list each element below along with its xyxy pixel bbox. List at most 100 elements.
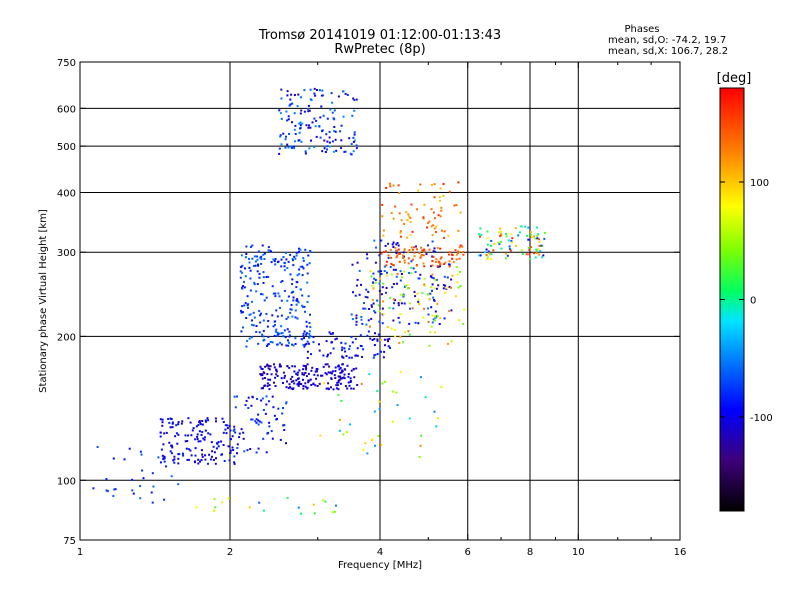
data-point (325, 373, 328, 376)
data-point (248, 261, 251, 264)
data-point (536, 234, 539, 237)
data-point (430, 286, 433, 289)
data-point (294, 316, 297, 319)
data-point (329, 371, 332, 374)
data-point (446, 276, 449, 279)
data-point (382, 234, 385, 237)
data-point (191, 429, 194, 432)
data-point (359, 344, 362, 347)
data-point (456, 250, 459, 253)
data-point (200, 433, 203, 436)
data-point (297, 301, 300, 304)
data-point (254, 264, 257, 267)
data-point (285, 386, 288, 389)
data-point (348, 356, 351, 359)
data-point (273, 381, 275, 384)
data-point (400, 219, 403, 222)
data-point (259, 321, 262, 324)
data-point (273, 334, 276, 337)
data-point (301, 274, 304, 277)
data-point (292, 290, 295, 293)
data-point (343, 150, 346, 153)
data-point (293, 365, 296, 368)
data-point (435, 225, 438, 228)
data-point (316, 89, 318, 91)
data-point (163, 432, 166, 435)
data-point (257, 342, 260, 345)
data-point (432, 224, 435, 227)
data-point (229, 449, 232, 452)
data-point (242, 431, 245, 434)
data-point (329, 352, 332, 355)
data-point (334, 370, 337, 373)
data-point (280, 281, 283, 284)
data-point (363, 302, 365, 305)
data-point (264, 365, 267, 368)
data-point (195, 506, 198, 509)
data-point (433, 410, 436, 413)
data-point (457, 286, 460, 289)
data-point (543, 231, 546, 234)
data-point (309, 326, 312, 329)
data-point (284, 252, 287, 254)
data-point (351, 341, 354, 344)
data-point (161, 424, 164, 427)
data-point (243, 304, 246, 307)
data-point (245, 245, 248, 248)
data-point (378, 310, 381, 313)
data-point (170, 418, 173, 421)
data-point (270, 373, 273, 376)
data-point (445, 286, 448, 289)
data-point (306, 301, 309, 303)
data-point (297, 384, 300, 387)
data-point (388, 337, 391, 340)
data-point (480, 233, 483, 236)
data-point (240, 254, 243, 257)
data-point (256, 397, 259, 400)
data-point (499, 227, 502, 230)
data-point (338, 418, 341, 421)
data-point (267, 367, 270, 370)
data-point (430, 225, 433, 228)
data-point (212, 459, 215, 461)
data-point (215, 447, 218, 450)
data-point (378, 320, 381, 323)
data-point (248, 257, 250, 260)
data-point (409, 234, 412, 236)
data-point (285, 317, 288, 320)
data-point (255, 330, 258, 333)
data-point (294, 309, 297, 312)
data-point (246, 295, 249, 298)
data-point (443, 236, 445, 239)
data-point (385, 187, 388, 189)
data-point (385, 250, 387, 253)
data-point (262, 282, 265, 284)
data-point (210, 458, 212, 461)
data-point (171, 421, 174, 424)
data-point (278, 147, 281, 150)
data-point (263, 338, 266, 341)
data-point (285, 402, 288, 405)
data-point (321, 89, 324, 92)
data-point (373, 277, 376, 280)
data-point (486, 230, 489, 233)
data-point (390, 327, 393, 330)
data-point (292, 387, 295, 390)
data-point (300, 338, 303, 341)
data-point (234, 431, 237, 434)
data-point (160, 448, 163, 451)
data-point (285, 135, 287, 138)
data-point (285, 110, 288, 113)
data-point (270, 261, 273, 264)
data-point (343, 347, 346, 350)
data-point (432, 256, 435, 258)
data-point (313, 373, 316, 376)
data-point (194, 438, 197, 441)
data-point (399, 370, 402, 373)
data-point (376, 390, 379, 393)
data-point (417, 322, 420, 325)
data-point (362, 307, 365, 310)
data-point (390, 262, 393, 265)
data-point (435, 287, 438, 290)
data-point (342, 90, 345, 93)
